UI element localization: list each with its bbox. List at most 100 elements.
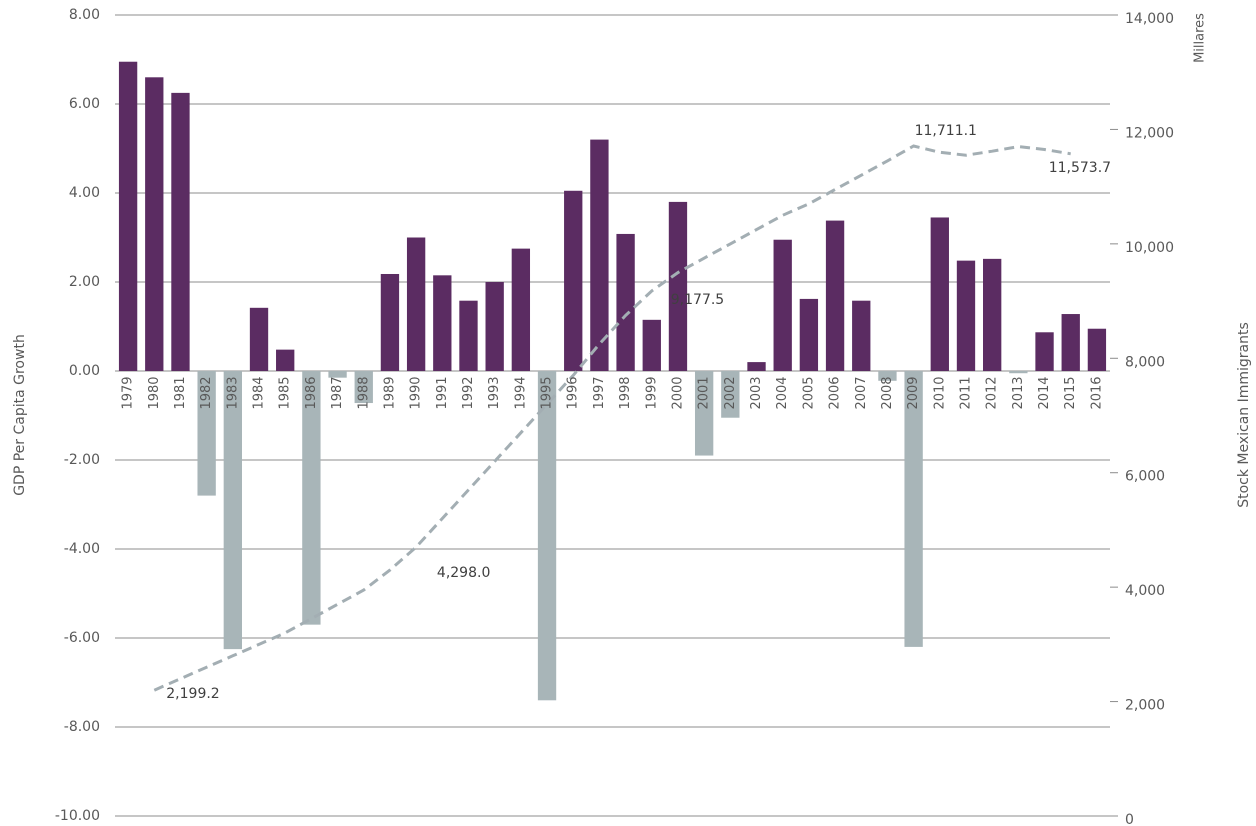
bar bbox=[616, 233, 635, 371]
bar bbox=[433, 275, 452, 371]
x-tick-label: 2008 bbox=[880, 376, 895, 409]
x-tick-label: 1988 bbox=[356, 376, 371, 409]
bar bbox=[302, 371, 321, 625]
y2-tick-label: 6,000 bbox=[1125, 469, 1165, 485]
x-tick-label: 2007 bbox=[854, 376, 869, 409]
y2-tick-label: 4,000 bbox=[1125, 583, 1165, 599]
bar bbox=[537, 371, 557, 701]
x-tick-label: 1998 bbox=[618, 376, 633, 409]
x-tick-label: 2004 bbox=[775, 376, 790, 409]
x-tick-label: 1979 bbox=[121, 376, 136, 409]
y-tick-label: 8.00 bbox=[69, 7, 100, 23]
x-tick-label: 2011 bbox=[958, 376, 973, 409]
bar bbox=[249, 307, 269, 371]
x-tick-label: 2005 bbox=[801, 376, 816, 409]
y-tick-label: -4.00 bbox=[64, 541, 100, 557]
y2-tick-label: 12,000 bbox=[1125, 125, 1174, 141]
x-tick-label: 1980 bbox=[147, 376, 162, 409]
bar bbox=[825, 220, 845, 371]
y2-tick-label: 2,000 bbox=[1125, 698, 1165, 714]
bar bbox=[145, 77, 164, 372]
y2-tick-label: 8,000 bbox=[1125, 354, 1165, 370]
x-tick-label: 1981 bbox=[173, 376, 188, 409]
x-tick-label: 1991 bbox=[435, 376, 450, 409]
y-tick-label: 2.00 bbox=[69, 274, 100, 290]
bar bbox=[1061, 314, 1080, 371]
x-tick-label: 2002 bbox=[723, 376, 738, 409]
data-label: 4,298.0 bbox=[437, 565, 490, 581]
bar bbox=[747, 362, 766, 371]
bar bbox=[118, 61, 138, 371]
bar bbox=[721, 371, 740, 418]
x-tick-label: 1987 bbox=[330, 376, 345, 409]
x-tick-label: 1983 bbox=[225, 376, 240, 409]
data-label: 9,177.5 bbox=[671, 292, 724, 308]
bar bbox=[852, 300, 871, 371]
y2-axis-unit: Millares bbox=[1193, 13, 1208, 63]
bar bbox=[930, 217, 949, 371]
bar bbox=[983, 258, 1002, 371]
x-tick-label: 2001 bbox=[697, 376, 712, 409]
y-tick-label: -6.00 bbox=[64, 630, 100, 646]
bar bbox=[773, 239, 792, 371]
x-tick-label: 2015 bbox=[1063, 376, 1078, 409]
y-tick-label: 4.00 bbox=[69, 185, 100, 201]
bar bbox=[799, 298, 819, 371]
x-tick-label: 1989 bbox=[382, 376, 397, 409]
y-tick-label: 0.00 bbox=[69, 363, 100, 379]
bar bbox=[564, 190, 583, 371]
bar bbox=[485, 282, 504, 371]
bar bbox=[878, 371, 897, 381]
y2-tick-label: 14,000 bbox=[1125, 11, 1174, 27]
bar bbox=[380, 273, 400, 371]
x-tick-label: 2003 bbox=[749, 376, 764, 409]
bar bbox=[276, 349, 295, 371]
x-tick-label: 1997 bbox=[592, 376, 607, 409]
x-tick-label: 2009 bbox=[906, 376, 921, 409]
bar bbox=[590, 139, 609, 371]
bar bbox=[223, 371, 242, 650]
y-tick-label: 6.00 bbox=[69, 96, 100, 112]
x-tick-label: 2000 bbox=[670, 376, 685, 409]
bar bbox=[328, 371, 347, 378]
bar bbox=[1087, 328, 1107, 371]
x-tick-label: 1992 bbox=[461, 376, 476, 409]
data-label: 11,573.7 bbox=[1049, 160, 1111, 176]
x-tick-label: 2013 bbox=[1011, 376, 1026, 409]
y-tick-label: -10.00 bbox=[55, 808, 100, 824]
bar bbox=[1035, 332, 1054, 371]
x-tick-label: 2006 bbox=[828, 376, 843, 409]
bar bbox=[904, 371, 923, 647]
bar bbox=[171, 92, 190, 371]
x-tick-label: 2010 bbox=[932, 376, 947, 409]
bar bbox=[642, 319, 661, 371]
line bbox=[153, 144, 1071, 692]
y2-tick-label: 0 bbox=[1125, 812, 1134, 826]
bar bbox=[668, 201, 688, 371]
data-label: 2,199.2 bbox=[166, 686, 219, 702]
x-tick-label: 1995 bbox=[540, 376, 555, 409]
bar bbox=[694, 371, 714, 456]
x-tick-label: 1986 bbox=[304, 376, 319, 409]
y2-axis-title: Stock Mexican Immigrants bbox=[1236, 322, 1252, 508]
bar bbox=[1009, 371, 1028, 374]
bar bbox=[354, 371, 373, 404]
x-tick-label: 1984 bbox=[252, 376, 267, 409]
x-tick-label: 1999 bbox=[644, 376, 659, 409]
data-label: 11,711.1 bbox=[915, 123, 977, 139]
x-tick-label: 2014 bbox=[1037, 376, 1052, 409]
y-tick-label: -8.00 bbox=[64, 719, 100, 735]
bar bbox=[956, 260, 976, 371]
x-tick-label: 1985 bbox=[278, 376, 293, 409]
x-tick-label: 1993 bbox=[487, 376, 502, 409]
x-tick-label: 1994 bbox=[513, 376, 528, 409]
x-tick-label: 1990 bbox=[409, 376, 424, 409]
x-tick-label: 1996 bbox=[566, 376, 581, 409]
x-tick-label: 2016 bbox=[1089, 376, 1104, 409]
x-tick-label: 1982 bbox=[199, 376, 214, 409]
y-axis-title: GDP Per Capita Growth bbox=[12, 334, 28, 496]
bar bbox=[406, 237, 426, 371]
y-tick-label: -2.00 bbox=[64, 452, 100, 468]
bar bbox=[511, 248, 531, 371]
